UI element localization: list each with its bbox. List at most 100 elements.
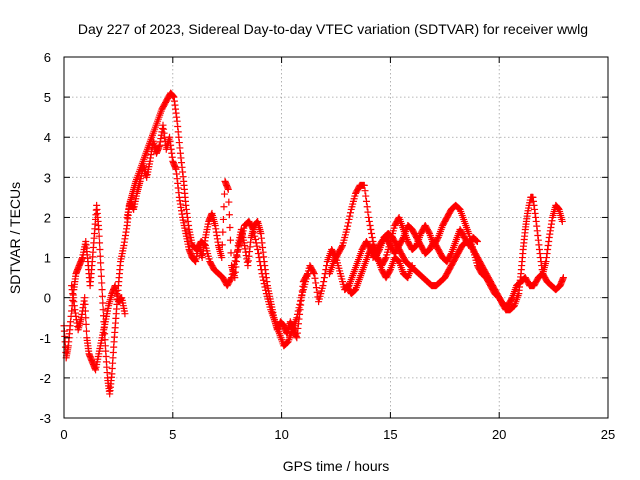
data-point — [367, 225, 375, 233]
data-point — [313, 288, 321, 296]
y-tick-labels: -3 -2 -1 0 1 2 3 4 5 6 — [39, 50, 51, 426]
x-tick-label: 20 — [492, 427, 506, 442]
data-point — [559, 274, 567, 282]
x-tick-labels: 0 5 10 15 20 25 — [60, 427, 615, 442]
x-tick-label: 25 — [601, 427, 615, 442]
data-point — [368, 234, 376, 241]
data-point — [82, 320, 90, 328]
data-point — [220, 190, 228, 198]
data-point — [82, 314, 90, 322]
data-point — [473, 237, 481, 245]
data-point — [472, 236, 480, 244]
data-point — [365, 213, 373, 221]
data-point — [99, 299, 107, 307]
data-point — [219, 228, 227, 236]
y-tick-label: 1 — [44, 251, 51, 266]
data-point — [366, 221, 374, 229]
data-point — [96, 246, 104, 254]
y-tick-label: 6 — [44, 50, 51, 65]
data-point — [99, 306, 107, 314]
data-point — [224, 185, 232, 193]
data-point — [226, 236, 234, 244]
data-point — [81, 294, 89, 302]
data-point — [98, 286, 106, 294]
data-point — [97, 272, 105, 280]
data-point — [294, 307, 302, 315]
data-point — [219, 215, 227, 223]
data-point — [98, 292, 106, 300]
data-point — [343, 225, 351, 233]
y-tick-label: -3 — [39, 411, 51, 426]
data-point — [96, 252, 104, 260]
y-tick-label: 0 — [44, 291, 51, 306]
data-point — [381, 255, 389, 263]
data-point — [227, 249, 235, 257]
data-point — [473, 238, 481, 246]
data-point — [360, 181, 368, 189]
data-point — [255, 254, 263, 262]
x-tick-label: 10 — [274, 427, 288, 442]
data-point — [508, 295, 516, 303]
data-point — [253, 242, 261, 250]
x-tick-label: 15 — [383, 427, 397, 442]
data-point — [96, 239, 104, 247]
data-point — [311, 274, 319, 282]
data-point — [259, 273, 267, 281]
data-point — [310, 270, 318, 278]
data-point — [310, 268, 318, 276]
data-point — [362, 197, 370, 205]
data-point — [81, 300, 89, 308]
chart-grid — [64, 57, 608, 418]
data-point — [218, 241, 226, 249]
data-point — [218, 254, 226, 262]
y-tick-label: -2 — [39, 371, 51, 386]
data-point — [95, 232, 103, 240]
data-point — [97, 259, 105, 267]
y-tick-label: 4 — [44, 130, 51, 145]
data-point — [312, 284, 320, 292]
data-point — [225, 211, 233, 219]
data-point — [365, 217, 373, 225]
data-point — [434, 235, 442, 243]
data-point — [558, 217, 566, 225]
data-series-wwlg — [60, 89, 567, 398]
data-point — [408, 262, 416, 270]
data-point — [95, 225, 103, 233]
data-point — [344, 222, 352, 230]
data-point — [312, 279, 320, 287]
data-point — [227, 275, 235, 283]
data-point — [121, 310, 129, 318]
x-axis-label: GPS time / hours — [283, 458, 390, 474]
data-point — [344, 219, 352, 227]
data-point — [303, 271, 311, 279]
data-point — [220, 203, 228, 211]
x-tick-label: 0 — [60, 427, 67, 442]
data-point — [363, 203, 371, 211]
data-point — [362, 192, 370, 200]
y-tick-label: 5 — [44, 90, 51, 105]
chart-title: Day 227 of 2023, Sidereal Day-to-day VTE… — [78, 21, 588, 37]
data-point — [347, 209, 355, 217]
data-point — [364, 208, 372, 216]
axis-ticks — [63, 56, 609, 419]
data-point — [346, 212, 354, 220]
data-point — [251, 236, 259, 244]
data-point — [320, 274, 328, 282]
data-point — [304, 270, 312, 278]
y-tick-label: 3 — [44, 170, 51, 185]
data-point — [425, 228, 433, 236]
data-point — [97, 266, 105, 274]
data-point — [368, 229, 376, 237]
data-point — [447, 251, 455, 259]
plot-frame — [63, 56, 609, 419]
data-point — [254, 246, 262, 254]
data-point — [320, 278, 328, 286]
data-point — [386, 267, 394, 275]
data-point — [345, 215, 353, 223]
y-tick-label: -1 — [39, 331, 51, 346]
y-axis-label: SDTVAR / TECUs — [7, 182, 23, 294]
data-point — [361, 187, 369, 195]
data-point — [254, 250, 262, 258]
data-point — [226, 223, 234, 231]
